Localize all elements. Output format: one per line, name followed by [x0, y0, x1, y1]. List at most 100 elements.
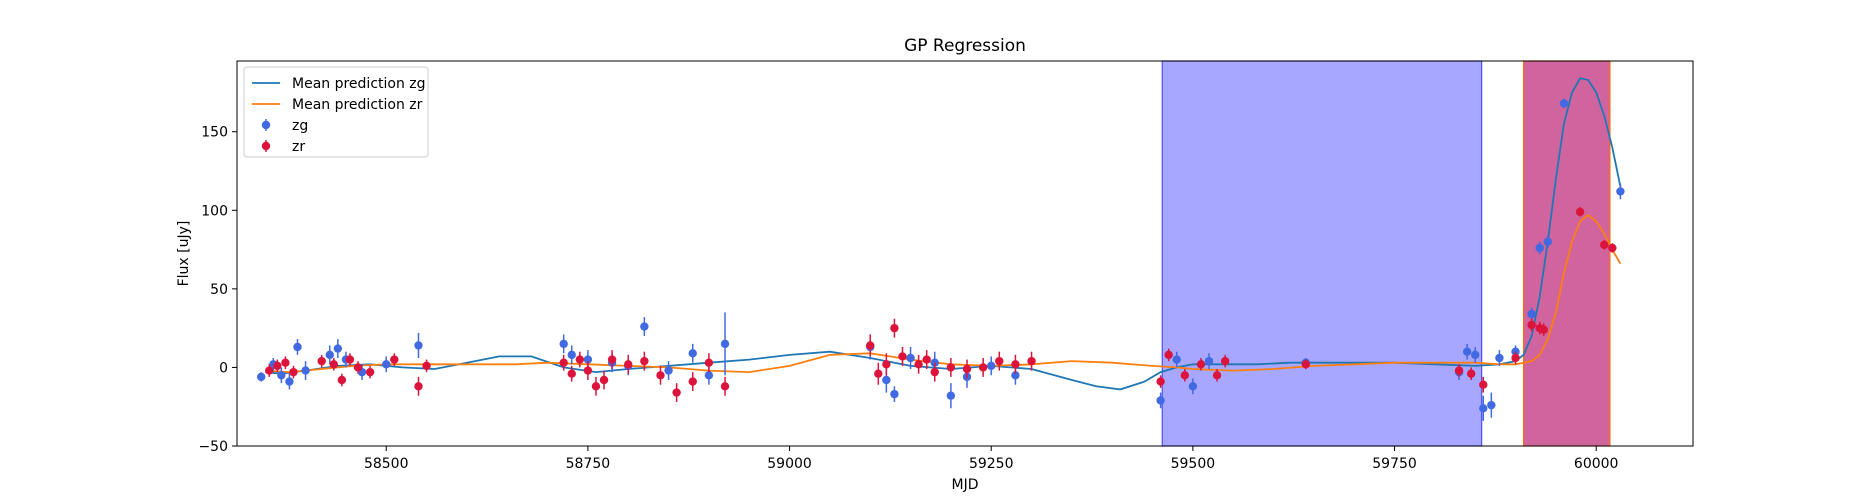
data-point-zr — [1212, 371, 1222, 380]
data-point-zg — [1543, 237, 1553, 246]
data-point-zr — [390, 355, 399, 364]
legend-box — [243, 66, 429, 158]
data-point-zr — [1454, 366, 1464, 375]
legend: Mean prediction zg Mean prediction zr zg zr — [243, 66, 429, 158]
data-point-zr — [704, 358, 714, 367]
data-point-zg — [688, 349, 697, 358]
data-point-zr — [329, 360, 338, 369]
data-point-zr — [591, 382, 601, 391]
legend-label-zg: zg — [292, 118, 308, 134]
data-point-zr — [345, 355, 355, 364]
data-point-zr — [624, 360, 633, 369]
data-point-zr — [1180, 371, 1190, 380]
data-point-zg — [285, 377, 294, 386]
data-point-zg — [1559, 99, 1569, 108]
data-point-zr — [273, 361, 282, 371]
data-point-zg — [559, 339, 568, 349]
x-tick-label: 60000 — [1574, 456, 1619, 472]
data-point-zg — [1495, 353, 1504, 363]
data-point-zr — [567, 369, 576, 378]
shaded-regions — [1161, 60, 1611, 447]
data-point-zr — [1164, 350, 1173, 360]
data-point-zr — [317, 356, 326, 366]
data-point-zg — [1471, 350, 1480, 360]
x-tick-label: 58750 — [566, 456, 611, 472]
data-point-zg — [1156, 396, 1165, 405]
data-point-zg — [1487, 400, 1496, 410]
data-point-zg — [256, 372, 266, 382]
data-point-zr — [422, 361, 431, 371]
data-point-zg — [946, 391, 956, 400]
data-point-zg — [325, 350, 334, 360]
data-point-zr — [914, 360, 923, 369]
legend-label-mean-prediction-zr: Mean prediction zr — [292, 97, 423, 113]
data-point-zg — [567, 350, 576, 360]
data-point-zr — [1539, 325, 1548, 334]
data-point-zr — [583, 366, 593, 375]
data-point-zr — [866, 341, 875, 350]
plot-area — [256, 77, 1625, 421]
data-point-zr — [882, 360, 891, 369]
data-point-zg — [890, 389, 899, 399]
series-line-mean-prediction-zr — [265, 213, 1622, 374]
data-point-zg — [1462, 347, 1472, 356]
x-tick-label: 59000 — [767, 456, 812, 472]
data-point-zr — [874, 369, 883, 378]
legend-label-zr: zr — [292, 139, 305, 155]
x-tick-label: 59250 — [969, 456, 1014, 472]
data-point-zg — [1011, 371, 1020, 380]
data-point-zg — [382, 360, 391, 369]
data-point-zr — [1608, 243, 1617, 253]
data-point-zr — [930, 367, 939, 377]
data-point-zr — [1479, 380, 1488, 389]
data-point-zg — [583, 355, 593, 364]
legend-items: Mean prediction zg Mean prediction zr zg zr — [252, 76, 426, 155]
data-point-zr — [289, 367, 298, 377]
data-point-zg — [333, 344, 343, 353]
data-point-zg — [293, 342, 302, 352]
data-point-zr — [978, 363, 988, 372]
data-point-zr — [1575, 207, 1585, 217]
data-point-zr — [922, 355, 931, 364]
y-axis-title: Flux [uJy] — [176, 221, 192, 287]
data-point-zg — [640, 322, 649, 331]
data-point-zr — [1027, 356, 1036, 366]
data-point-zr — [559, 358, 568, 367]
data-point-zg — [1172, 355, 1181, 364]
x-axis-ticks: 58500 58750 59000 59250 59500 59750 60000 — [364, 446, 1619, 472]
y-tick-label: 150 — [201, 125, 228, 141]
data-point-zr — [688, 377, 697, 386]
data-point-zr — [337, 375, 347, 385]
data-point-zg — [987, 361, 996, 371]
data-point-zg — [414, 341, 423, 350]
shaded-region-2 — [1523, 60, 1611, 447]
data-point-zr — [1301, 360, 1311, 369]
data-point-zr — [1511, 353, 1520, 363]
data-point-zg — [882, 375, 891, 385]
chart-title: GP Regression — [904, 36, 1026, 56]
axes-frame — [236, 60, 1694, 447]
data-point-zg — [301, 366, 310, 375]
y-tick-label: −50 — [198, 439, 228, 455]
data-point-zr — [1196, 360, 1206, 369]
x-axis-title: MJD — [952, 477, 979, 493]
data-point-zg — [1188, 382, 1198, 391]
legend-swatch-zg — [261, 120, 271, 130]
data-point-zr — [607, 355, 617, 364]
data-point-zg — [720, 339, 730, 349]
data-point-zr — [281, 358, 290, 367]
data-point-zg — [1616, 187, 1625, 196]
y-tick-label: 50 — [210, 282, 228, 298]
data-point-zg — [1204, 356, 1214, 366]
data-point-zr — [962, 364, 972, 374]
data-point-zr — [890, 323, 899, 333]
y-tick-label: 100 — [201, 203, 228, 219]
x-tick-label: 59500 — [1171, 456, 1216, 472]
data-point-zr — [995, 356, 1004, 366]
series-line-mean-prediction-zg — [265, 77, 1622, 391]
data-point-zr — [720, 382, 730, 391]
data-point-zg — [1479, 404, 1488, 413]
data-point-zg — [277, 371, 286, 380]
data-point-zg — [704, 371, 714, 380]
